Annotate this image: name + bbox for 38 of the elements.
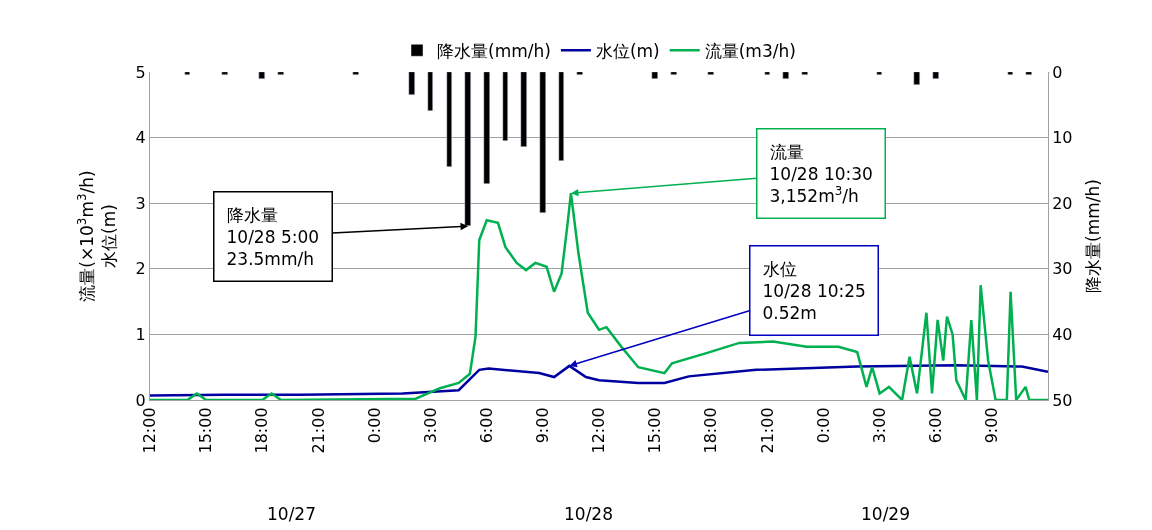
text: 10/28 — [564, 504, 613, 524]
y-tick-label: 1 — [135, 325, 146, 344]
y-tick-label: 0 — [135, 390, 146, 410]
text: 10/27 — [267, 504, 316, 524]
y2-tick-label: 50 — [1052, 390, 1073, 410]
x-tick-label: 12:00 — [589, 407, 609, 454]
legend-label: 流量(m3/h) — [704, 40, 796, 61]
x-tick-label: 18:00 — [701, 407, 721, 454]
x-tick-label: 6:00 — [476, 407, 496, 444]
x-tick-label: 12:00 — [140, 407, 160, 454]
annotation: 水位 10/28 10:25 0.52m — [762, 258, 866, 323]
y2-tick-label: 20 — [1052, 193, 1073, 213]
x-tick-label: 0:00 — [364, 407, 384, 444]
y2-tick-label: 40 — [1052, 325, 1073, 344]
y2-tick-label: 10 — [1052, 128, 1073, 148]
x-tick-label: 6:00 — [925, 407, 945, 444]
x-tick-label: 0:00 — [813, 407, 833, 444]
y-tick-label: 2 — [135, 259, 146, 279]
text: 10/29 — [861, 504, 910, 524]
x-tick-label: 21:00 — [308, 407, 328, 454]
x-tick-label: 15:00 — [196, 407, 216, 454]
legend-label: 水位(m) — [595, 40, 660, 61]
x-tick-label: 9:00 — [533, 407, 553, 444]
y2-axis-title: 降水量(mm/h) — [1082, 179, 1103, 293]
x-tick-label: 9:00 — [982, 407, 1002, 444]
annotation: 流量 10/28 10:30 3,152m$^{3}$/h — [769, 141, 873, 206]
x-tick-label: 15:00 — [645, 407, 665, 454]
annotation: 降水量 10/28 5:00 23.5mm/h — [226, 204, 320, 269]
y-tick-label: 5 — [135, 62, 146, 82]
x-tick-label: 3:00 — [420, 407, 440, 444]
legend-label: 降水量(mm/h) — [437, 40, 551, 61]
y2-tick-label: 30 — [1052, 259, 1073, 279]
x-tick-label: 18:00 — [252, 407, 272, 454]
y-tick-label: 3 — [135, 193, 146, 213]
y-tick-label: 4 — [135, 128, 146, 148]
x-tick-label: 21:00 — [757, 407, 777, 454]
y2-tick-label: 0 — [1052, 62, 1063, 82]
x-tick-label: 3:00 — [869, 407, 889, 444]
